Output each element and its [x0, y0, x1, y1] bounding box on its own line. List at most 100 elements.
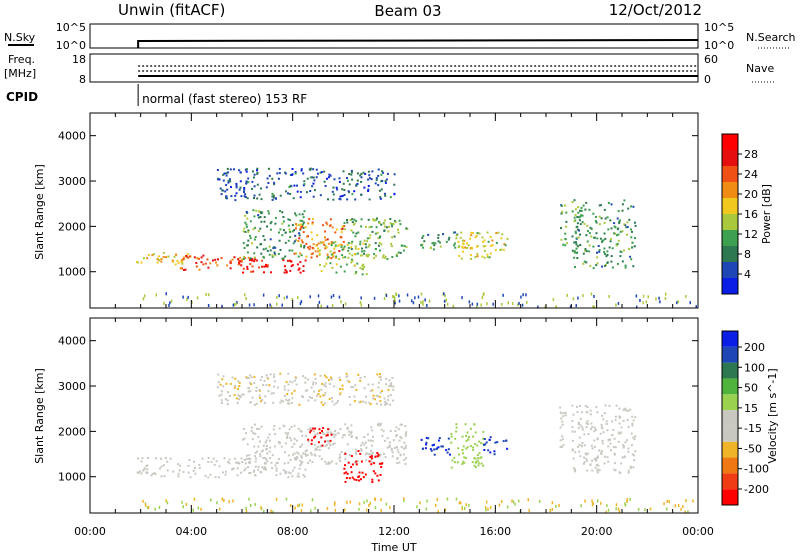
cell-power-8-26 [466, 247, 468, 249]
cell-power-8-22 [502, 248, 505, 251]
cell-power-9-51 [333, 178, 336, 181]
speckle-power-61 [344, 302, 347, 306]
cell-power-9-4 [315, 176, 318, 179]
cell-velocity-7-107 [341, 388, 344, 391]
cell-velocity-9-161 [595, 406, 598, 409]
speckle-power-97 [283, 296, 286, 300]
cell-power-9-76 [326, 177, 328, 180]
cell-velocity-3-51 [362, 476, 365, 479]
cell-velocity-9-77 [578, 444, 581, 446]
cell-velocity-0-61 [284, 472, 287, 475]
cell-power-5-30 [320, 270, 323, 273]
cell-velocity-7-108 [392, 388, 395, 391]
velocity-colorbar-frame [721, 330, 739, 506]
speckle-velocity-137 [584, 499, 586, 503]
cell-velocity-9-164 [571, 449, 574, 452]
cell-power-6-89 [343, 222, 346, 224]
speckle-velocity-10 [369, 501, 371, 505]
cell-power-6-70 [398, 219, 401, 222]
speckle-velocity-66 [626, 500, 628, 503]
cell-velocity-1-251 [245, 432, 247, 435]
cell-power-4-29 [324, 230, 327, 233]
cell-velocity-7-207 [255, 386, 258, 389]
cell-power-4-45 [324, 247, 327, 250]
cell-velocity-0-5 [247, 466, 249, 468]
cell-velocity-7-260 [322, 394, 325, 397]
cell-velocity-1-90 [307, 428, 310, 431]
cell-velocity-3-30 [379, 474, 382, 476]
cell-power-11-53 [579, 223, 582, 226]
cell-velocity-0-66 [249, 457, 252, 460]
speckle-power-108 [318, 300, 321, 304]
cell-power-6-47 [391, 225, 394, 228]
cell-velocity-9-201 [589, 409, 592, 412]
cell-power-11-190 [573, 220, 576, 223]
cell-power-9-184 [243, 188, 246, 191]
cell-power-9-99 [389, 196, 392, 199]
cell-power-1-53 [241, 259, 243, 262]
cell-velocity-9-82 [608, 404, 611, 407]
cell-power-11-159 [574, 214, 577, 216]
cell-power-0-21 [171, 259, 174, 262]
cell-velocity-7-213 [371, 383, 374, 386]
cell-velocity-9-173 [598, 449, 601, 452]
cell-power-6-4 [391, 256, 394, 258]
cell-power-5-13 [335, 271, 338, 274]
cell-velocity-1-222 [254, 460, 257, 463]
cell-velocity-1-96 [390, 447, 393, 450]
speckle-velocity-56 [154, 507, 156, 511]
cell-velocity-1-262 [326, 439, 329, 442]
cell-power-11-51 [628, 248, 631, 250]
speckle-power-29 [642, 301, 644, 305]
cell-power-3-115 [254, 236, 257, 238]
cell-velocity-6-10 [506, 447, 509, 450]
cell-velocity-0-157 [243, 469, 246, 472]
cell-velocity-0-122 [207, 476, 210, 479]
cell-velocity-1-18 [377, 422, 380, 425]
speckle-power-91 [170, 299, 173, 303]
cell-power-5-37 [362, 242, 365, 245]
cell-power-6-8 [386, 258, 389, 261]
speckle-power-48 [577, 296, 579, 300]
freq-unit-label: [MHz] [4, 67, 36, 80]
cell-power-0-5 [176, 259, 179, 262]
cell-velocity-0-13 [198, 464, 201, 466]
cell-power-9-108 [360, 172, 363, 175]
cell-power-5-70 [327, 256, 330, 259]
cell-velocity-1-312 [369, 439, 372, 442]
cell-velocity-7-48 [359, 376, 362, 379]
speckle-power-86 [575, 304, 577, 308]
speckle-power-77 [276, 296, 278, 299]
speckle-velocity-67 [349, 500, 352, 504]
cell-power-3-38 [298, 232, 301, 235]
cell-power-9-125 [235, 186, 238, 189]
cell-power-9-249 [220, 193, 223, 196]
cell-power-9-84 [222, 173, 225, 176]
cell-power-6-56 [351, 240, 354, 243]
cell-velocity-7-36 [389, 394, 392, 396]
speckle-velocity-112 [374, 497, 376, 501]
cell-velocity-7-95 [388, 379, 391, 382]
cell-power-11-22 [575, 237, 578, 240]
cell-velocity-1-278 [404, 425, 407, 428]
cell-velocity-7-233 [217, 373, 220, 376]
cell-velocity-7-2 [287, 402, 289, 405]
cell-velocity-1-152 [286, 434, 289, 437]
cell-power-1-56 [184, 268, 187, 271]
cell-power-9-183 [245, 182, 248, 185]
cell-velocity-1-12 [302, 452, 305, 455]
cell-velocity-0-136 [187, 471, 190, 474]
cell-power-7-11 [427, 233, 430, 236]
cell-velocity-4-12 [429, 448, 432, 451]
cell-velocity-7-180 [314, 399, 317, 402]
cell-power-11-175 [623, 249, 625, 252]
cell-velocity-1-91 [386, 437, 389, 440]
power-cbar-tick-label-4: 20 [744, 188, 758, 201]
cell-power-9-8 [350, 169, 353, 172]
speckle-velocity-85 [455, 497, 458, 501]
cell-velocity-1-233 [374, 454, 377, 457]
cell-power-9-252 [379, 196, 382, 199]
cell-velocity-5-34 [482, 430, 485, 433]
cell-velocity-1-275 [286, 436, 289, 439]
power-cbar-swatch-7 [722, 166, 738, 182]
